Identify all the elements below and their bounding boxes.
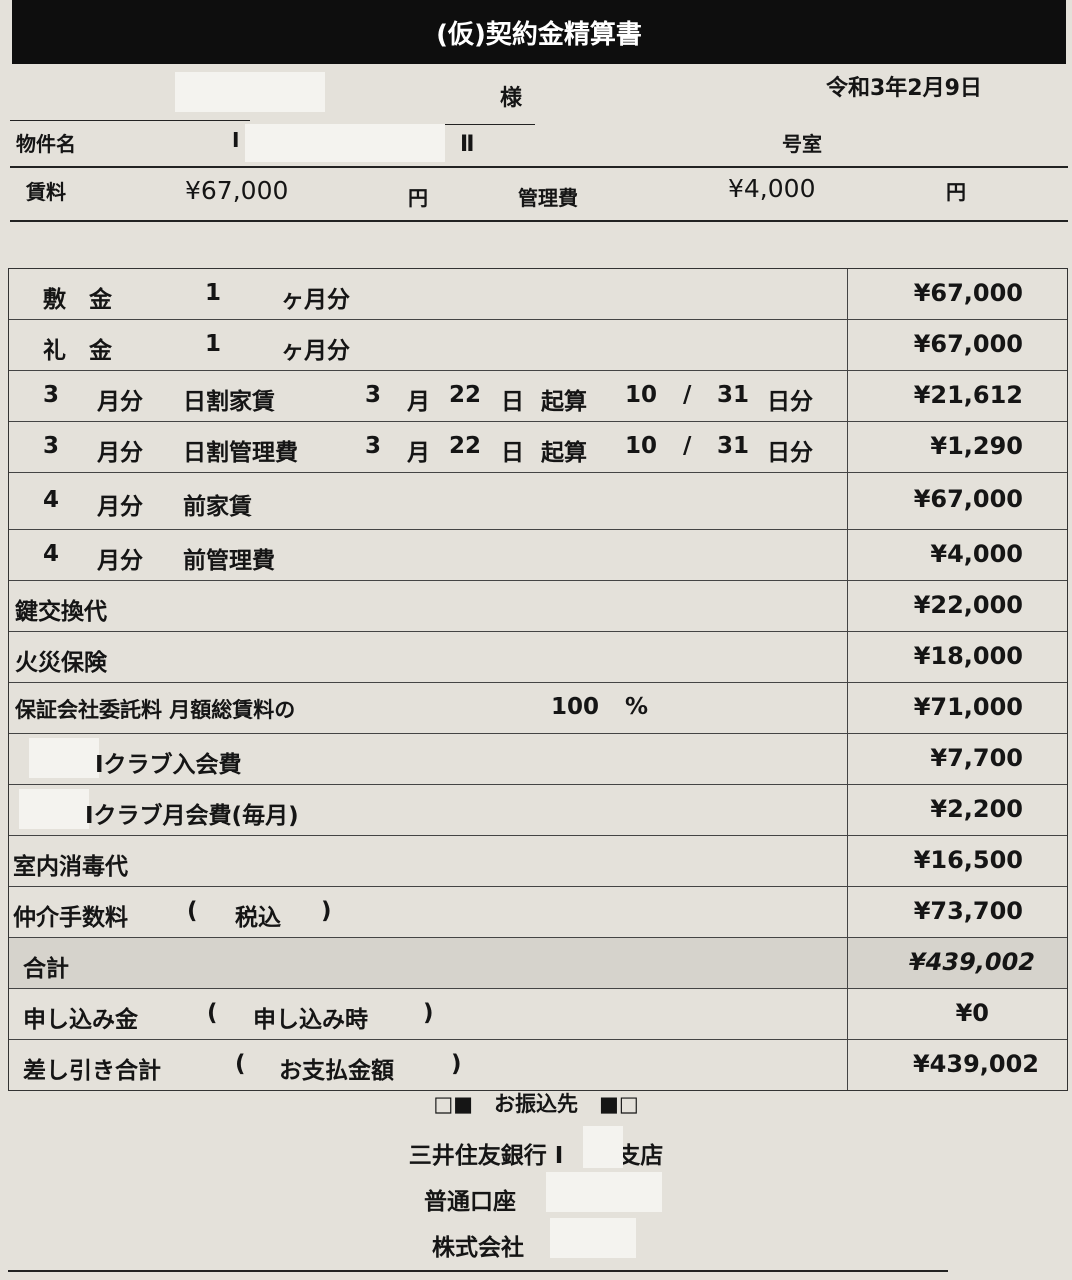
table-row-advance-management-fee: 4 月分 前管理費 ¥4,000 — [9, 530, 1067, 581]
honorific: 様 — [500, 86, 523, 111]
amount: ¥22,000 — [913, 591, 1023, 619]
net-total-amount: ¥439,002 — [912, 1050, 1039, 1078]
table-row-disinfection: 室内消毒代 ¥16,500 — [9, 836, 1067, 887]
rent-unit: 円 — [408, 186, 428, 210]
amount: ¥67,000 — [913, 279, 1023, 307]
table-row-total: 合計 ¥439,002 — [9, 938, 1067, 989]
table-row-prorated-management-fee: 3 月分 日割管理費 3 月 22 日 起算 10 / 31 日分 ¥1,290 — [9, 422, 1067, 473]
redaction — [583, 1126, 623, 1168]
management-fee-label: 管理費 — [518, 186, 578, 210]
account-type: 普通口座 — [424, 1189, 516, 1215]
table-row-security-deposit: 敷 金 1 ヶ月分 ¥67,000 — [9, 269, 1067, 320]
document-title: (仮)契約金精算書 — [12, 0, 1066, 64]
table-row-guarantor-fee: 保証会社委託料 月額総賃料の 100 % ¥71,000 — [9, 683, 1067, 734]
company-name: 株式会社 — [432, 1235, 524, 1261]
property-name-fragment: Ⅱ — [460, 132, 475, 157]
table-row-prorated-rent: 3 月分 日割家賃 3 月 22 日 起算 10 / 31 日分 ¥21,612 — [9, 371, 1067, 422]
table-row-fire-insurance: 火災保険 ¥18,000 — [9, 632, 1067, 683]
redaction — [550, 1218, 636, 1258]
table-row-net-total: 差し引き合計 ( お支払金額 ) ¥439,002 — [9, 1040, 1067, 1090]
redaction — [19, 789, 89, 829]
table-row-club-monthly: Iクラブ月会費(毎月) ¥2,200 — [9, 785, 1067, 836]
management-fee-value: ¥4,000 — [728, 174, 816, 203]
amount: ¥7,700 — [930, 744, 1023, 772]
amount: ¥18,000 — [913, 642, 1023, 670]
redaction — [245, 124, 445, 162]
table-row-application-fee: 申し込み金 ( 申し込み時 ) ¥0 — [9, 989, 1067, 1040]
table-row-club-enrollment: Iクラブ入会費 ¥7,700 — [9, 734, 1067, 785]
redaction — [29, 738, 99, 778]
amount: ¥16,500 — [913, 846, 1023, 874]
settlement-table: 敷 金 1 ヶ月分 ¥67,000 礼 金 1 ヶ月分 ¥67,000 3 月分… — [8, 268, 1068, 1091]
table-row-advance-rent: 4 月分 前家賃 ¥67,000 — [9, 473, 1067, 530]
table-row-brokerage-fee: 仲介手数料 ( 税込 ) ¥73,700 — [9, 887, 1067, 938]
amount: ¥73,700 — [913, 897, 1023, 925]
amount: ¥71,000 — [913, 693, 1023, 721]
rent-label: 賃料 — [26, 180, 66, 204]
property-name-fragment: I — [232, 128, 240, 152]
management-fee-unit: 円 — [946, 180, 966, 204]
bank-branch: 三井住友銀行 I 野支店 — [408, 1143, 664, 1169]
total-amount: ¥439,002 — [908, 948, 1035, 976]
amount: ¥21,612 — [913, 381, 1023, 409]
amount: ¥1,290 — [930, 432, 1023, 460]
amount: ¥67,000 — [913, 330, 1023, 358]
property-label: 物件名 — [16, 132, 76, 156]
amount: ¥4,000 — [930, 540, 1023, 568]
transfer-destination-label: □■ お振込先 ■□ — [433, 1092, 639, 1116]
redaction — [175, 72, 325, 112]
amount: ¥67,000 — [913, 485, 1023, 513]
amount: ¥2,200 — [930, 795, 1023, 823]
redaction — [546, 1172, 662, 1212]
table-row-key-money: 礼 金 1 ヶ月分 ¥67,000 — [9, 320, 1067, 371]
room-label: 号室 — [782, 132, 822, 156]
table-row-key-exchange: 鍵交換代 ¥22,000 — [9, 581, 1067, 632]
amount: ¥0 — [955, 999, 989, 1027]
date: 令和3年2月9日 — [826, 76, 982, 101]
rent-value: ¥67,000 — [185, 176, 289, 205]
